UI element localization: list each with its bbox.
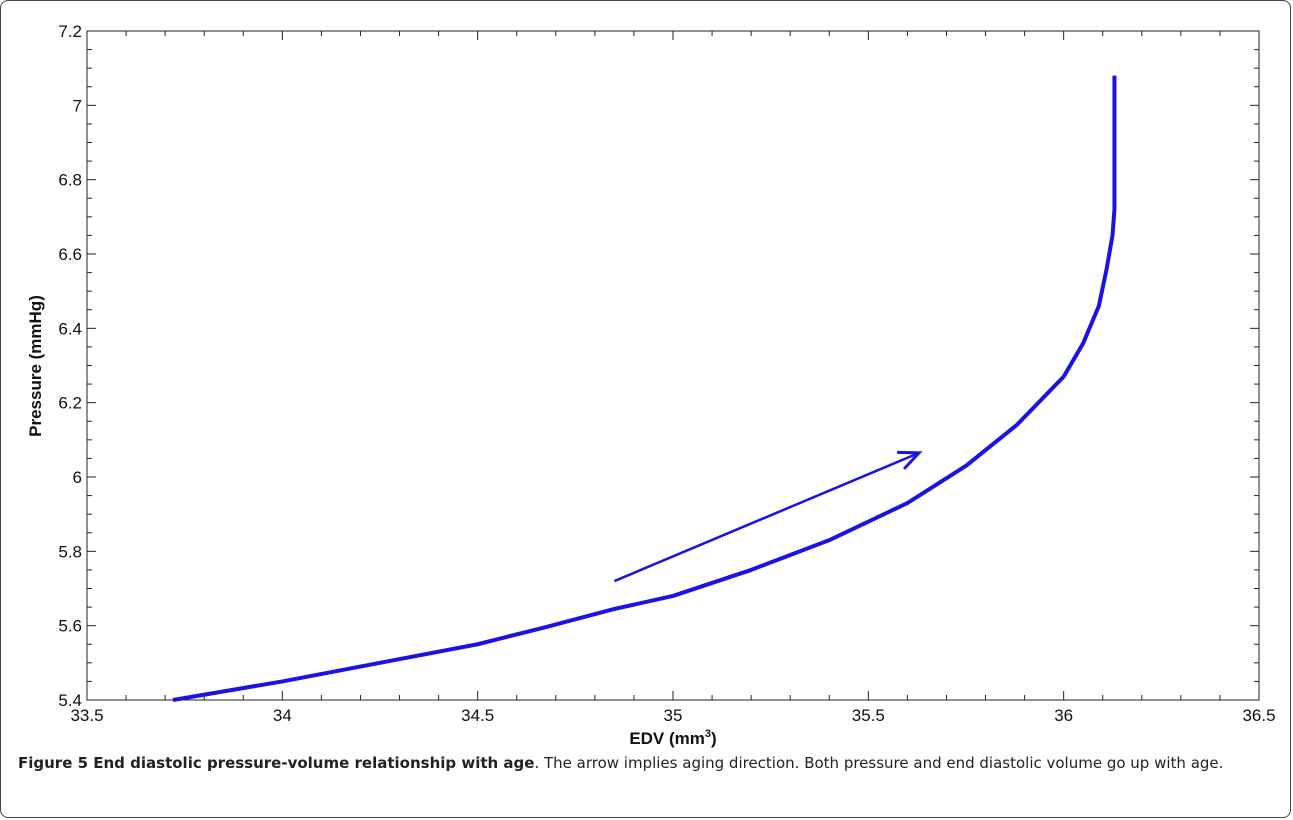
arrow-head (897, 450, 923, 470)
x-tick-label: 35.5 (852, 706, 885, 725)
y-tick-label: 5.8 (58, 542, 82, 561)
y-tick-label: 5.6 (58, 617, 82, 636)
annotation-layer (613, 450, 923, 583)
x-tick-label: 34 (273, 706, 292, 725)
plot-area (86, 30, 1260, 701)
series-layer (172, 75, 1117, 702)
caption-title: Figure 5 End diastolic pressure-volume r… (18, 754, 535, 772)
x-tick-label: 35 (664, 706, 683, 725)
x-tick-label: 34.5 (461, 706, 494, 725)
y-tick-label: 7.2 (58, 22, 82, 41)
arrow-shaft (613, 451, 920, 583)
y-tick-label: 5.4 (58, 691, 82, 710)
series-line (172, 75, 1117, 702)
caption-text: . The arrow implies aging direction. Bot… (534, 754, 1224, 772)
chart: 33.5 34 34.5 35 35.5 36 36.5 5.4 5.6 5.8 6 6.2 6.4 6.… (26, 22, 1276, 748)
axis-ticks (86, 30, 1260, 701)
x-tick-label: 36 (1054, 706, 1073, 725)
y-tick-label: 6.6 (58, 245, 82, 264)
figure-caption: Figure 5 End diastolic pressure-volume r… (18, 750, 1280, 777)
x-tick-label: 36.5 (1242, 706, 1275, 725)
y-tick-label: 6.4 (58, 319, 82, 338)
y-tick-label: 7 (73, 96, 82, 115)
y-tick-label: 6.8 (58, 171, 82, 190)
tick-labels: 33.5 34 34.5 35 35.5 36 36.5 5.4 5.6 5.8 6 6.2 6.4 6.… (58, 22, 1275, 725)
y-tick-label: 6.2 (58, 394, 82, 413)
x-tick-label: 33.5 (70, 706, 103, 725)
x-axis-title: EDV (mm3) (629, 728, 716, 748)
y-axis-title: Pressure (mmHg) (26, 295, 45, 437)
y-tick-label: 6 (73, 468, 82, 487)
